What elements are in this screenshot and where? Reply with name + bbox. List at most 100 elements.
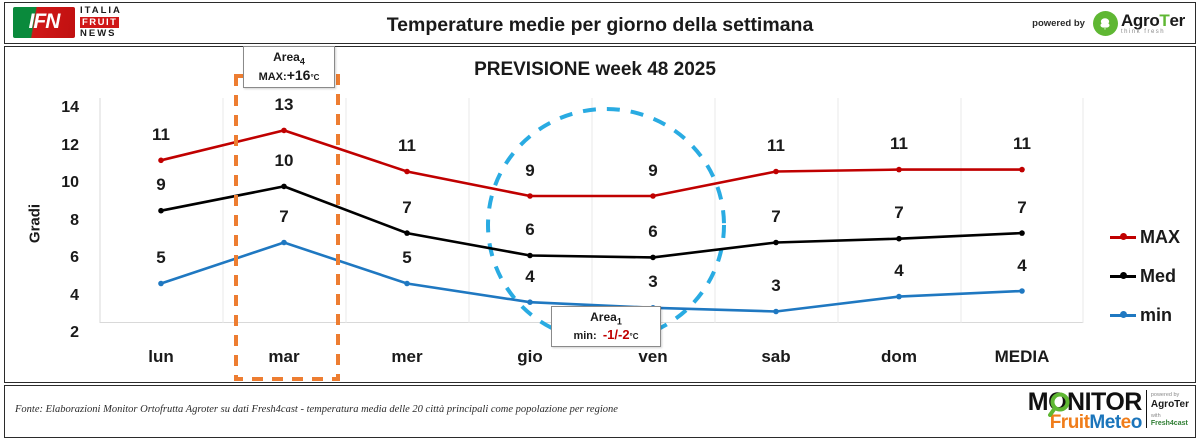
data-label-min-gio: 4 [525,267,535,286]
area4-highlight-box [234,74,340,381]
data-label-min-dom: 4 [894,261,904,280]
area1-callout: Area1 min: -1/-2°C [551,306,661,348]
area4-callout-value: MAX:+16°C [252,67,326,83]
fruitmeteo-part-o: o [1130,412,1143,433]
legend-item-max[interactable]: MAX [1110,227,1180,247]
data-label-med-mar: 10 [274,151,294,170]
area4-value-label: MAX: [258,71,287,84]
agroter-name-c: er [1169,11,1186,30]
footer-bar: Fonte: Elaborazioni Monitor Ortofrutta A… [4,385,1196,438]
data-label-max-ven: 9 [648,161,658,180]
fruitmeteo-part-met: Met [1089,412,1121,433]
monitor-partner-agroter: AgroTer [1150,399,1189,411]
legend-swatch-min-icon [1110,311,1136,318]
ifn-mark-text: IFN [28,10,61,34]
legend-swatch-med-icon [1110,272,1136,279]
x-tick-dom: dom [881,347,917,366]
data-label-max-dom: 11 [890,134,908,153]
data-label-min-media: 4 [1017,256,1027,275]
x-tick-gio: gio [517,347,543,366]
data-label-med-sab: 7 [771,207,781,226]
area4-callout: Area4 MAX:+16°C [243,46,335,89]
area4-value-unit: °C [310,73,320,83]
agroter-name-a: Agro [1120,11,1160,30]
legend-label-med: Med [1140,265,1176,286]
data-label-max-sab: 11 [767,136,785,155]
plot-area: PREVISIONE week 48 2025 Gradi 14 12 10 8… [5,46,1197,384]
magnifier-icon [1047,392,1070,417]
data-label-min-ven: 3 [648,272,658,291]
series-line-max [160,129,1022,198]
data-label-med-lun: 9 [156,175,166,194]
x-tick-mer: mer [391,347,423,366]
area1-highlight-ellipse [486,107,726,343]
data-label-max-mer: 11 [398,136,416,155]
legend-label-max: MAX [1140,226,1180,247]
data-label-max-media: 11 [1013,134,1031,153]
monitor-word-text: MONITOR [1027,388,1143,416]
agroter-wordmark: AgroTer think fresh [1121,12,1185,35]
ifn-wordmark: ITALIA FRUIT NEWS [80,6,122,39]
x-tick-sab: sab [761,347,791,366]
monitor-wordmark: MONITOR FruitMeteo [1027,388,1143,433]
data-label-min-mer: 5 [402,248,412,267]
area4-callout-title: Area4 [252,50,326,66]
fruitmeteo-part-e: e [1120,412,1132,433]
data-label-med-gio: 6 [525,220,535,239]
data-label-min-sab: 3 [771,276,781,295]
y-tick-4: 4 [70,287,79,304]
legend-item-min[interactable]: min [1110,305,1180,325]
legend-item-med[interactable]: Med [1110,266,1180,286]
data-label-max-lun: 11 [152,125,170,144]
y-tick-12: 12 [61,137,79,154]
chart-panel: PREVISIONE week 48 2025 Gradi 14 12 10 8… [4,46,1196,383]
x-tick-media: MEDIA [994,347,1050,366]
area4-title-sub: 4 [299,56,305,67]
monitor-fruitmeteo-logo: MONITOR FruitMeteo powered by AgroTer wi… [1027,388,1189,433]
area1-callout-title: Area1 [560,310,652,326]
area1-value-number: -1/-2 [602,327,630,343]
y-tick-10: 10 [61,174,79,191]
series-canvas [99,74,1084,381]
data-label-med-ven: 6 [648,222,658,241]
ifn-word-news: NEWS [80,28,117,39]
data-label-med-mer: 7 [402,198,412,217]
agroter-tagline: think fresh [1120,29,1166,35]
area1-callout-value: min: -1/-2°C [560,327,652,342]
source-note: Fonte: Elaborazioni Monitor Ortofrutta A… [15,404,618,415]
monitor-with-label: with [1150,413,1161,420]
series-markers-max [158,127,1025,199]
area1-title-text: Area [590,310,617,324]
chart-subtitle: PREVISIONE week 48 2025 [474,59,716,80]
area4-title-text: Area [273,50,300,64]
y-tick-8: 8 [70,212,79,229]
tree-icon [1092,11,1118,36]
series-line-min [160,241,1023,313]
monitor-powered-by-label: powered by [1150,392,1180,398]
y-tick-14: 14 [61,99,79,116]
agroter-name-b: T [1159,11,1170,30]
series-line-med [160,185,1023,259]
area1-title-sub: 1 [616,316,622,327]
header-bar: IFN ITALIA FRUIT NEWS Temperature medie … [4,2,1196,44]
x-tick-lun: lun [148,347,174,366]
agroter-logo: AgroTer think fresh [1092,11,1185,36]
data-label-min-mar: 7 [279,207,289,226]
legend-swatch-max-icon [1110,233,1136,240]
area4-value-number: +16 [286,67,311,84]
fruitmeteo-part-fruit: Fruit [1049,412,1090,433]
data-label-min-lun: 5 [156,248,166,267]
area1-value-label: min: [573,330,597,343]
legend: MAX Med min [1110,227,1180,347]
fruitmeteo-word: FruitMeteo [1028,412,1143,433]
x-tick-mar: mar [268,347,300,366]
y-tick-2: 2 [70,324,79,341]
x-tick-ven: ven [638,347,668,366]
data-label-max-mar: 13 [274,95,294,114]
monitor-partners: powered by AgroTer with Fresh4cast [1145,390,1189,428]
y-tick-6: 6 [70,249,79,266]
powered-by-label: powered by [1032,18,1085,29]
series-markers-med [158,183,1025,261]
page-title: Temperature medie per giorno della setti… [386,14,814,36]
